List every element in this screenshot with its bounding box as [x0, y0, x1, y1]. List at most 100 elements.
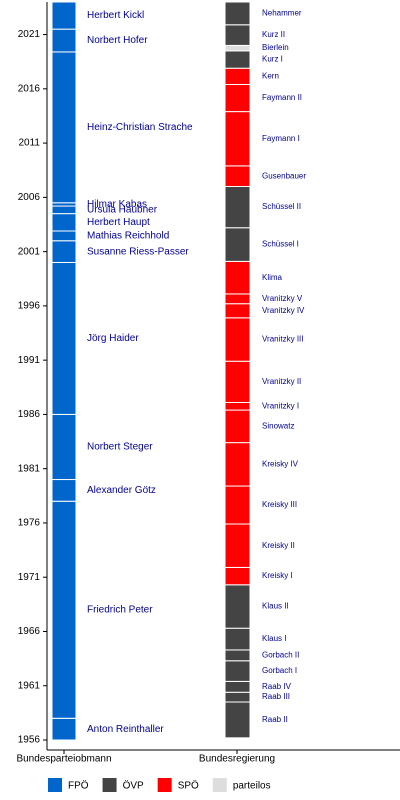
segment [224, 24, 251, 46]
segment [224, 165, 251, 187]
segment-label: Norbert Hofer [87, 35, 148, 46]
segment [51, 205, 77, 215]
y-tick-label: 1966 [18, 626, 41, 637]
segment-label: Klaus II [262, 602, 289, 611]
segment [224, 627, 251, 651]
segment [224, 584, 251, 629]
segment [224, 566, 251, 586]
segment-label: Herbert Kickl [87, 10, 144, 21]
segment-label: Susanne Riess-Passer [87, 246, 189, 257]
segment [51, 413, 77, 481]
segment-label: Kurz II [262, 30, 285, 39]
segment [51, 51, 77, 204]
column-label: Bundesparteiobmann [16, 754, 111, 765]
y-tick-label: 2006 [18, 192, 41, 203]
y-tick-label: 2021 [18, 29, 41, 40]
segment [224, 649, 251, 662]
segment-label: Heinz-Christian Strache [87, 122, 193, 133]
segment [224, 260, 251, 295]
y-tick-label: 2016 [18, 83, 41, 94]
segment [224, 1, 251, 26]
segment [224, 701, 251, 739]
legend-swatch [157, 778, 172, 792]
segment-label: Kern [262, 71, 279, 80]
segment-label: Gorbach I [262, 666, 297, 675]
segment-label: Vranitzky I [262, 401, 299, 410]
segment-label: Schüssel II [262, 202, 301, 211]
segment-label: Nehammer [262, 9, 302, 18]
segment-label: Vranitzky IV [262, 306, 305, 315]
segment-label: Vranitzky II [262, 377, 301, 386]
y-tick-label: 1971 [18, 572, 41, 583]
y-tick-label: 1996 [18, 301, 41, 312]
segment [224, 660, 251, 682]
segment [224, 50, 251, 69]
segment [224, 485, 251, 525]
segment [224, 401, 251, 411]
y-tick-label: 2001 [18, 246, 41, 257]
segment-label: Faymann II [262, 93, 302, 102]
segment [224, 523, 251, 568]
segment-label: Kurz I [262, 55, 283, 64]
segment-label: Raab IV [262, 682, 292, 691]
segment-label: Vranitzky V [262, 294, 303, 303]
segment [51, 261, 77, 415]
segment-label: Faymann I [262, 134, 300, 143]
y-tick-label: 1961 [18, 680, 41, 691]
segment [224, 303, 251, 319]
segment-label: Kreisky IV [262, 459, 299, 468]
segment-label: Norbert Steger [87, 442, 153, 453]
y-tick-label: 1986 [18, 409, 41, 420]
segment [224, 293, 251, 305]
segment-label: Alexander Götz [87, 485, 156, 496]
segment [224, 67, 251, 85]
segment [224, 360, 251, 403]
legend-label: ÖVP [123, 780, 144, 792]
y-tick-label: 1991 [18, 355, 41, 366]
segment [51, 213, 77, 232]
legend-label: FPÖ [68, 780, 89, 792]
segment-label: Friedrich Peter [87, 604, 153, 615]
segment [224, 317, 251, 362]
segment [224, 680, 251, 693]
segment [224, 186, 251, 229]
legend-swatch [212, 778, 227, 792]
segment-label: Schüssel I [262, 240, 299, 249]
legend-swatch [102, 778, 117, 792]
segment [224, 409, 251, 444]
segment [51, 479, 77, 502]
segment-label: Bierlein [262, 43, 289, 52]
segment-label: Gorbach II [262, 650, 299, 659]
segment-label: Raab III [262, 692, 290, 701]
segment-label: Gusenbauer [262, 171, 306, 180]
y-tick-label: 1981 [18, 463, 41, 474]
segment [224, 442, 251, 487]
segment [224, 227, 251, 262]
legend-swatch [48, 778, 62, 792]
segment [224, 83, 251, 113]
y-tick-label: 1976 [18, 518, 41, 529]
segment-label: Sinowatz [262, 421, 294, 430]
segment-label: Klaus I [262, 634, 286, 643]
segment [51, 1, 77, 30]
segment-label: Kreisky II [262, 541, 295, 550]
segment-label: Jörg Haider [87, 333, 139, 344]
legend-label: parteilos [233, 781, 271, 792]
segment [51, 500, 77, 719]
segment-label: Anton Reinthaller [87, 724, 164, 735]
segment [224, 691, 251, 703]
column-label: Bundesregierung [199, 754, 275, 765]
segment [224, 44, 251, 52]
segment [51, 28, 77, 53]
segment-label: Hilmar Kabas [87, 199, 147, 210]
segment-label: Kreisky I [262, 571, 293, 580]
segment [51, 230, 77, 242]
segment [51, 717, 77, 741]
legend-label: SPÖ [178, 780, 199, 792]
segment-label: Herbert Haupt [87, 217, 150, 228]
segment-label: Vranitzky III [262, 335, 304, 344]
y-tick-label: 2011 [18, 138, 40, 149]
segment-label: Mathias Reichhold [87, 231, 169, 242]
segment [51, 240, 77, 263]
